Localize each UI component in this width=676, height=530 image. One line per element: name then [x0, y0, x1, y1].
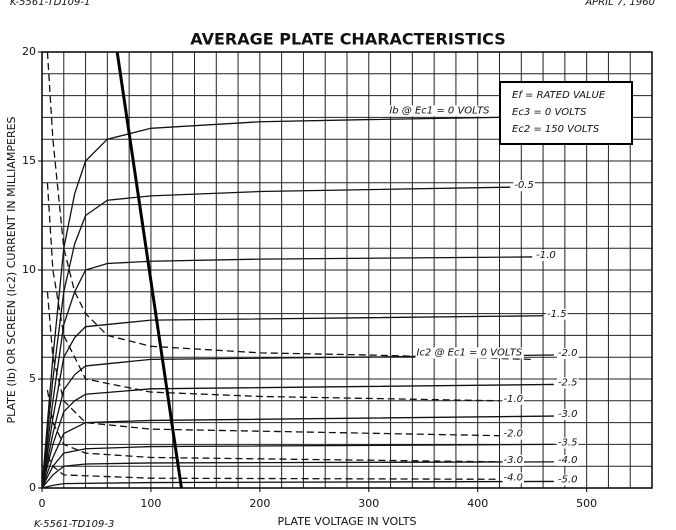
load-line: [115, 51, 183, 489]
label-background: [502, 428, 525, 440]
condition: Ef = RATED VALUE: [512, 90, 606, 101]
label-background: [535, 249, 557, 261]
series-line: [41, 443, 554, 489]
y-tick-label: 15: [22, 154, 36, 167]
x-tick-label: 100: [140, 497, 161, 510]
y-tick-label: 0: [29, 481, 36, 494]
series-line: [41, 383, 554, 489]
x-tick-label: 500: [576, 497, 597, 510]
x-tick-label: 0: [39, 497, 46, 510]
series-line: [41, 186, 511, 489]
series-label: -2.0: [504, 429, 524, 440]
label-background: [556, 348, 579, 360]
label-background: [556, 454, 579, 466]
y-tick-label: 10: [22, 263, 36, 276]
series-line: [41, 256, 533, 489]
series-line: [41, 354, 554, 489]
label-background: [546, 308, 568, 320]
series-label: -5.0: [558, 474, 578, 485]
series-line: [46, 51, 533, 361]
label-background: [556, 437, 579, 449]
series-line: [41, 116, 500, 489]
series-line: [41, 461, 554, 489]
x-tick-label: 400: [467, 497, 488, 510]
series-label: -2.5: [558, 377, 578, 388]
condition: Ec3 = 0 VOLTS: [512, 107, 587, 118]
y-tick-label: 5: [29, 372, 36, 385]
series-label: -3.0: [504, 455, 524, 466]
series-label: -3.5: [558, 437, 578, 448]
series-line: [41, 315, 544, 489]
x-axis-label: PLATE VOLTAGE IN VOLTS: [278, 515, 417, 528]
x-tick-label: 200: [249, 497, 270, 510]
series-label: -1.5: [547, 309, 567, 320]
series-line: [46, 291, 500, 437]
series-label: -0.5: [514, 180, 534, 191]
series-label: -1.0: [536, 250, 556, 261]
date: APRIL 7, 1960: [584, 0, 655, 8]
header-left: K-5561-TD109-1: [10, 0, 90, 8]
series-line: [46, 182, 500, 402]
series-label: -3.0: [558, 409, 578, 420]
x-tick-label: 300: [358, 497, 379, 510]
label-background: [388, 105, 492, 117]
series-label: -4.0: [558, 455, 578, 466]
label-background: [556, 377, 579, 389]
series-label: Ib @ Ec1 = 0 VOLTS: [389, 105, 490, 116]
label-background: [502, 472, 525, 484]
label-background: [513, 180, 535, 192]
label-background: [556, 409, 579, 421]
label-background: [556, 474, 579, 486]
chart-title: AVERAGE PLATE CHARACTERISTICS: [190, 30, 505, 49]
series-label: Ic2 @ Ec1 = 0 VOLTS: [416, 347, 522, 358]
series-label: -1.0: [504, 394, 524, 405]
footer: K-5561-TD109-3: [34, 519, 114, 530]
series-label: -2.0: [558, 348, 578, 359]
series-line: [41, 415, 554, 489]
label-background: [415, 347, 524, 359]
series-line: [46, 389, 500, 463]
conditions-box: [499, 81, 633, 145]
label-background: [502, 454, 525, 466]
series-label: -4.0: [504, 472, 524, 483]
label-background: [502, 393, 525, 405]
y-axis-label: PLATE (Ib) OR SCREEN (Ic2) CURRENT IN MI…: [5, 116, 18, 423]
y-tick-label: 20: [22, 45, 36, 58]
series-line: [46, 455, 500, 480]
condition: Ec2 = 150 VOLTS: [512, 124, 600, 135]
series-line: [41, 480, 554, 489]
